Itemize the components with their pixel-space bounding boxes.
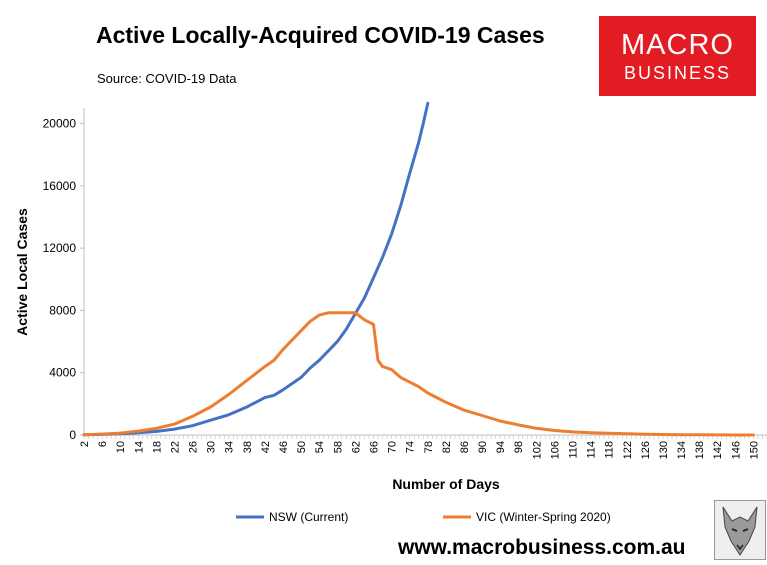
x-tick-label: 142 [712,441,724,459]
y-tick-label: 8000 [49,303,76,317]
x-tick-label: 50 [296,441,308,453]
x-tick-label: 118 [604,441,616,459]
x-tick-label: 22 [169,441,181,453]
x-tick-label: 62 [350,441,362,453]
x-tick-label: 10 [115,441,127,453]
x-tick-label: 78 [423,441,435,453]
legend-label-nsw: NSW (Current) [269,510,348,524]
legend-label-vic: VIC (Winter-Spring 2020) [476,510,611,524]
chart-source: Source: COVID-19 Data [97,71,237,86]
x-tick-label: 110 [568,441,580,459]
x-tick-label: 102 [531,441,543,459]
x-tick-label: 74 [405,441,417,453]
x-tick-label: 38 [242,441,254,453]
series-line-nsw [82,101,430,437]
y-tick-label: 16000 [43,179,77,193]
x-tick-label: 66 [368,441,380,453]
x-tick-label: 98 [513,441,525,453]
x-tick-label: 94 [495,441,507,453]
x-tick-label: 82 [441,441,453,453]
y-tick-label: 4000 [49,366,76,380]
x-tick-label: 114 [586,441,598,459]
x-tick-label: 6 [97,441,109,447]
logo-line-1: MACRO [621,29,734,61]
x-tick-label: 30 [206,441,218,453]
x-tick-label: 106 [549,441,561,459]
series-line-vic [82,311,755,437]
x-tick-label: 126 [640,441,652,459]
y-tick-label: 0 [69,428,76,442]
x-tick-label: 86 [459,441,471,453]
chart-series [82,101,755,437]
x-tick-label: 130 [658,441,670,459]
y-axis-title: Active Local Cases [14,208,30,336]
x-tick-label: 70 [387,441,399,453]
x-tick-label: 146 [730,441,742,459]
chart-legend: NSW (Current) VIC (Winter-Spring 2020) [236,510,611,524]
x-tick-label: 2 [79,441,91,447]
x-tick-label: 122 [622,441,634,459]
x-tick-label: 14 [133,441,145,453]
y-tick-label: 12000 [43,241,77,255]
x-tick-label: 58 [332,441,344,453]
x-tick-label: 90 [477,441,489,453]
x-tick-label: 138 [694,441,706,459]
logo-line-2: BUSINESS [623,63,732,83]
x-tick-label: 134 [676,441,688,459]
macrobusiness-logo[interactable]: MACRO BUSINESS [599,16,756,96]
website-url[interactable]: www.macrobusiness.com.au [398,536,686,559]
chart-title: Active Locally-Acquired COVID-19 Cases [96,22,545,48]
x-tick-label: 26 [188,441,200,453]
x-tick-label: 54 [314,441,326,453]
x-tick-label: 150 [748,441,760,459]
x-axis-title: Number of Days [392,476,500,492]
x-tick-label: 42 [260,441,272,453]
y-tick-label: 20000 [43,117,77,131]
x-tick-label: 46 [278,441,290,453]
x-tick-label: 18 [151,441,163,453]
wolf-logo-icon [714,500,766,560]
x-tick-label: 34 [224,441,236,453]
